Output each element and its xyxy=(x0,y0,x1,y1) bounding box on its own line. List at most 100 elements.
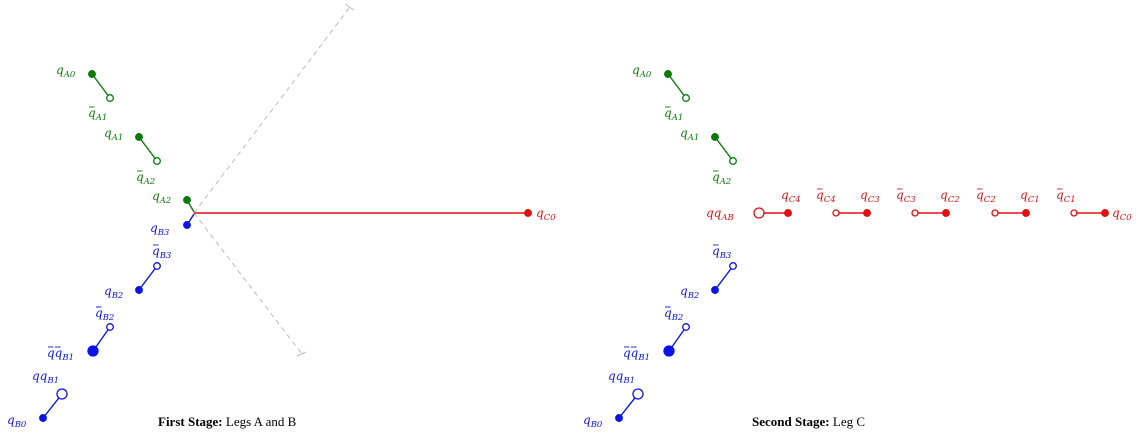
quark-subscript: A2 xyxy=(143,177,156,187)
quark-label: qA1 xyxy=(104,126,123,143)
quark-subscript: AB xyxy=(720,213,733,223)
quark-label: qqAB xyxy=(706,206,734,223)
quark-dot xyxy=(712,134,719,141)
quark-symbol: qq xyxy=(706,206,722,220)
quark-label: qA1 xyxy=(88,106,107,123)
antiquark-dot xyxy=(154,158,161,165)
quark-symbol: qq xyxy=(47,346,63,360)
quark-subscript: C2 xyxy=(948,195,960,205)
quark-label: qA1 xyxy=(664,106,683,123)
antiquark-dot xyxy=(107,324,114,331)
caption-bold: Second Stage: xyxy=(752,414,830,429)
quark-dot xyxy=(1102,210,1109,217)
quark-label: qqB1 xyxy=(32,369,59,386)
diquark-dot xyxy=(88,346,98,356)
quark-label: qC4 xyxy=(816,188,836,205)
quark-subscript: C3 xyxy=(868,195,880,205)
segment xyxy=(715,266,733,290)
antidiquark-dot xyxy=(57,389,67,399)
quark-dot xyxy=(525,210,532,217)
quark-label: qB0 xyxy=(7,413,27,430)
quark-label: qA1 xyxy=(680,126,699,143)
quark-label: qC3 xyxy=(860,188,880,205)
quark-label: qqB1 xyxy=(608,369,635,386)
quark-subscript: C1 xyxy=(1064,195,1076,205)
quark-label: qB3 xyxy=(150,221,169,238)
quark-dot xyxy=(184,197,191,204)
caption-text: Leg C xyxy=(830,414,865,429)
quark-subscript: B3 xyxy=(719,251,732,261)
caption-text: Legs A and B xyxy=(223,414,297,429)
quark-label: qB3 xyxy=(712,244,731,261)
quark-subscript: C3 xyxy=(904,195,916,205)
quark-subscript: C4 xyxy=(789,195,801,205)
quark-subscript: A0 xyxy=(63,70,76,80)
antiquark-dot xyxy=(730,158,737,165)
quark-subscript: A2 xyxy=(159,196,172,206)
quark-subscript: B1 xyxy=(637,353,650,363)
quark-dot xyxy=(89,71,96,78)
quark-subscript: A2 xyxy=(719,177,732,187)
quark-label: qA0 xyxy=(56,63,76,80)
quark-dot xyxy=(665,71,672,78)
antidiquark-dot xyxy=(633,389,643,399)
quark-subscript: A1 xyxy=(95,113,108,123)
antiquark-dot xyxy=(154,263,161,270)
quark-dot xyxy=(943,210,950,217)
quark-subscript: C2 xyxy=(984,195,996,205)
antiquark-dot xyxy=(992,210,998,216)
quark-subscript: B2 xyxy=(687,291,700,301)
dashed-line xyxy=(194,213,302,354)
antiquark-dot xyxy=(730,263,737,270)
quark-subscript: B3 xyxy=(159,251,172,261)
diquark-dot xyxy=(664,346,674,356)
quark-subscript: B2 xyxy=(111,291,124,301)
quark-dot xyxy=(785,210,792,217)
quark-label: qC3 xyxy=(896,188,916,205)
stage-caption: Second Stage: Leg C xyxy=(752,414,865,429)
caption-bold: First Stage: xyxy=(158,414,223,429)
quark-subscript: A1 xyxy=(687,133,700,143)
quark-subscript: B2 xyxy=(102,313,115,323)
quark-dot xyxy=(136,287,143,294)
quark-label: qB2 xyxy=(104,284,123,301)
quark-dot xyxy=(616,415,623,422)
quark-dot xyxy=(184,222,191,229)
segment xyxy=(139,266,157,290)
antiquark-dot xyxy=(1071,210,1077,216)
quark-label: qA0 xyxy=(632,63,652,80)
quark-subscript: A1 xyxy=(671,113,684,123)
quark-dot xyxy=(712,287,719,294)
quark-subscript: C4 xyxy=(824,195,836,205)
dashed-line xyxy=(194,7,350,213)
quark-label: qqB1 xyxy=(47,346,74,363)
segment xyxy=(92,74,110,98)
quark-dot xyxy=(864,210,871,217)
quark-subscript: B0 xyxy=(590,420,603,430)
quark-label: qB2 xyxy=(680,284,699,301)
quark-symbol: qq xyxy=(623,346,639,360)
quark-label: qB0 xyxy=(583,413,603,430)
quark-subscript: C1 xyxy=(1028,195,1040,205)
quark-subscript: C0 xyxy=(1120,213,1133,223)
quark-subscript: B1 xyxy=(46,376,59,386)
dashed-end xyxy=(345,4,354,10)
segment xyxy=(668,74,686,98)
quark-label: qC1 xyxy=(1056,188,1076,205)
antiquark-dot xyxy=(833,210,839,216)
antiquark-dot xyxy=(107,95,114,102)
quark-subscript: B1 xyxy=(61,353,74,363)
quark-label: qC2 xyxy=(940,188,960,205)
quark-subscript: A1 xyxy=(111,133,124,143)
quark-label: qC2 xyxy=(976,188,996,205)
quark-dot xyxy=(136,134,143,141)
quark-label: qB2 xyxy=(95,306,114,323)
segment xyxy=(715,137,733,161)
quark-label: qC0 xyxy=(1112,206,1132,223)
quark-label: qB3 xyxy=(152,244,171,261)
quark-label: qB2 xyxy=(664,306,683,323)
antiquark-dot xyxy=(912,210,918,216)
antiquark-dot xyxy=(683,95,690,102)
